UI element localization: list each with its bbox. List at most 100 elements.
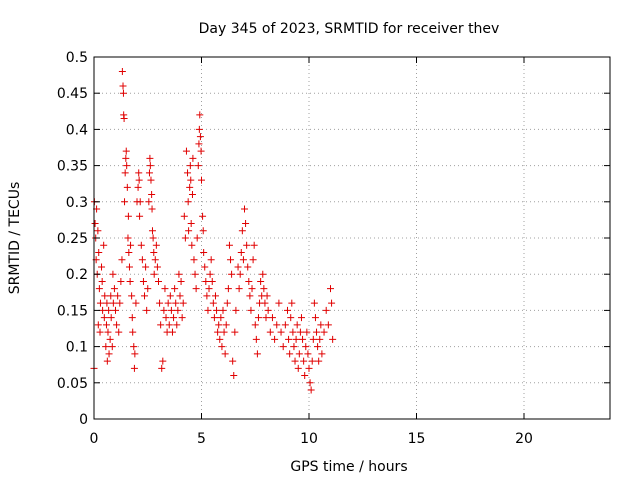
data-point [235,285,243,293]
data-point [102,343,110,351]
data-point [167,306,175,314]
data-point [203,292,211,300]
data-point [136,198,144,206]
data-point [329,335,337,343]
data-point [100,314,108,322]
data-point [244,263,252,271]
data-point [109,299,117,307]
data-point [301,372,309,380]
data-point [197,147,205,155]
data-point [96,299,104,307]
data-point [300,357,308,365]
data-point [305,364,313,372]
data-point [304,350,312,358]
chart-title: Day 345 of 2023, SRMTID for receiver the… [199,21,500,37]
y-axis-ticks: 0 0.05 0.1 0.15 0.2 0.25 0.3 0.35 0.4 0.45 0.5 [57,50,610,428]
data-point [251,321,259,329]
data-point [231,328,239,336]
data-point [224,285,232,293]
data-point [264,306,272,314]
data-point [128,314,136,322]
data-point [242,220,250,228]
data-point [147,176,155,184]
data-point [243,241,251,249]
data-point [315,357,323,365]
data-point [124,212,132,220]
data-point [125,248,133,256]
data-point [129,328,137,336]
data-point [136,212,144,220]
data-point [159,357,167,365]
data-point [219,306,227,314]
y-tick-label: 0.15 [57,303,88,319]
data-point [216,335,224,343]
data-point [208,277,216,285]
data-point [116,299,124,307]
y-tick-label: 0.1 [66,340,88,356]
data-point [160,306,168,314]
data-point [135,169,143,177]
data-point [306,379,314,387]
data-point [145,169,153,177]
data-point [210,314,218,322]
data-point [139,277,147,285]
data-point [201,263,209,271]
data-point [115,328,123,336]
data-point [178,314,186,322]
data-point [307,386,315,394]
data-point [318,350,326,358]
data-point [152,241,160,249]
data-point [194,162,202,170]
data-point [122,154,130,162]
x-tick-label: 15 [408,431,426,447]
data-point [294,364,302,372]
data-point [173,321,181,329]
data-point [98,263,106,271]
data-point [180,212,188,220]
data-point [188,241,196,249]
data-point [112,306,119,314]
data-point [328,299,336,307]
data-point [228,270,236,278]
data-point [289,328,297,336]
data-point [260,285,268,293]
data-point [121,169,129,177]
data-point [245,277,253,285]
data-point [314,343,322,351]
data-point [317,321,325,329]
data-point [135,176,143,184]
data-point [141,292,149,300]
data-point [285,335,293,343]
data-point [220,328,228,336]
data-point [145,198,153,206]
data-point [259,270,267,278]
data-point [98,277,106,285]
data-point [200,248,208,256]
data-point [150,248,158,256]
y-tick-label: 0.05 [57,376,88,392]
x-tick-label: 20 [515,431,533,447]
data-point [146,154,154,162]
data-point [187,176,195,184]
grid-lines [94,57,610,419]
data-point [290,343,298,351]
x-axis-label: GPS time / hours [290,459,407,475]
data-point [191,270,199,278]
data-point [106,335,114,343]
data-point [218,343,226,351]
data-point [155,277,162,285]
data-point [221,350,229,358]
data-point [149,234,157,242]
data-point [105,350,113,358]
data-point [287,314,295,322]
y-tick-label: 0.4 [66,122,88,138]
data-point [105,306,113,314]
data-point [199,227,207,235]
data-point [239,256,247,264]
data-point [110,285,118,293]
data-point [196,111,204,119]
data-point [254,314,262,322]
data-point [199,212,207,220]
data-point [198,176,205,184]
